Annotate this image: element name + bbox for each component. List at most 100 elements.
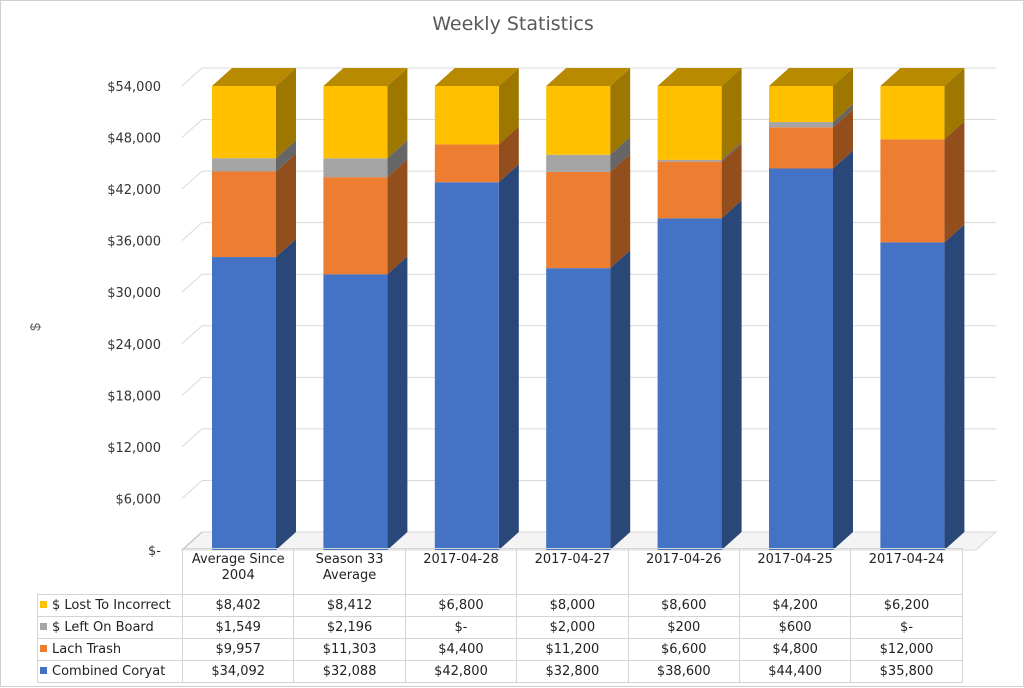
bar-lach-trash xyxy=(323,177,388,275)
data-label: $44,400 xyxy=(738,660,852,683)
bar-top-cap xyxy=(657,68,742,86)
y-tick-label: $42,000 xyxy=(107,183,161,198)
data-label: $12,000 xyxy=(850,638,963,661)
data-label: $- xyxy=(404,616,518,639)
bar-top-cap xyxy=(880,68,965,86)
table-corner xyxy=(37,548,183,595)
axis-edge xyxy=(181,531,203,551)
data-label: $2,196 xyxy=(293,616,406,639)
legend-entry: $ Lost To Incorrect xyxy=(37,594,183,617)
legend-key xyxy=(40,601,47,608)
data-label: $11,303 xyxy=(293,638,406,661)
legend-key xyxy=(40,667,47,674)
bar-left-on-board xyxy=(657,159,722,162)
bar-lost-to-incorrect xyxy=(434,86,499,145)
bar-side-lost-to-incorrect xyxy=(721,68,742,160)
bar-side-combined-coryat xyxy=(944,224,965,550)
bar-side-lost-to-incorrect xyxy=(387,68,408,159)
bar-side-lost-to-incorrect xyxy=(833,68,853,123)
bar-side-left-on-board xyxy=(833,104,853,128)
bar-combined-coryat xyxy=(323,274,388,550)
bar-left-on-board xyxy=(769,122,833,128)
bar-top-cap xyxy=(546,68,631,86)
bar-lost-to-incorrect xyxy=(212,86,276,159)
bar-combined-coryat xyxy=(769,168,833,550)
x-category-label: 2017-04-24 xyxy=(850,548,963,595)
bar-side-lach-trash xyxy=(498,126,519,183)
bar-side-combined-coryat xyxy=(276,239,296,550)
bar-lost-to-incorrect xyxy=(546,86,611,155)
y-tick-label: $12,000 xyxy=(107,441,161,456)
legend-key xyxy=(40,623,47,630)
series-name: Lach Trash xyxy=(52,642,122,657)
bar-side-combined-coryat xyxy=(833,150,853,550)
chart-title: Weekly Statistics xyxy=(432,13,594,35)
data-label: $6,200 xyxy=(850,594,963,617)
series-name: $ Lost To Incorrect xyxy=(52,598,171,613)
data-table: Average Since 2004 Season 33 Average 2017-… xyxy=(37,548,963,683)
data-label: $1,549 xyxy=(181,616,295,639)
legend-entry: $ Left On Board xyxy=(37,616,183,639)
data-label: $8,000 xyxy=(516,594,629,617)
bar-left-on-board xyxy=(212,158,276,172)
bar-lach-trash xyxy=(212,171,276,258)
data-label: $9,957 xyxy=(181,638,295,661)
x-category-label: 2017-04-26 xyxy=(627,548,740,595)
bar-side-combined-coryat xyxy=(498,164,519,550)
bar-side-lost-to-incorrect xyxy=(610,68,631,155)
x-category-label: 2017-04-28 xyxy=(404,548,518,595)
bar-side-lach-trash xyxy=(833,109,853,169)
bar-side-lach-trash xyxy=(610,153,631,269)
bar-side-left-on-board xyxy=(610,136,631,172)
bar-side-lach-trash xyxy=(387,159,408,275)
bar-combined-coryat xyxy=(880,242,945,550)
data-label: $600 xyxy=(738,616,852,639)
legend-entry: Combined Coryat xyxy=(37,660,183,683)
series-name: Combined Coryat xyxy=(52,664,166,679)
bar-side-combined-coryat xyxy=(721,200,742,550)
bar-lach-trash xyxy=(769,127,833,169)
bar-top-cap xyxy=(323,68,408,87)
data-label: $4,400 xyxy=(404,638,518,661)
legend-entry: Lach Trash xyxy=(37,638,183,661)
table-row: $ Left On Board $1,549 $2,196 $- $2,000 $200 $… xyxy=(37,616,963,639)
bar-lach-trash xyxy=(546,171,611,269)
data-label: $200 xyxy=(627,616,740,639)
series-name: $ Left On Board xyxy=(52,620,154,635)
data-label: $8,412 xyxy=(293,594,406,617)
bar-side-lach-trash xyxy=(276,153,296,258)
data-label: $32,088 xyxy=(293,660,406,683)
bar-lach-trash xyxy=(434,144,499,183)
bar-side-lost-to-incorrect xyxy=(276,68,296,159)
y-tick-label: $54,000 xyxy=(107,80,161,95)
data-label: $6,800 xyxy=(404,594,518,617)
bar-side-combined-coryat xyxy=(387,256,408,550)
table-row: Lach Trash $9,957 $11,303 $4,400 $11,200 $6,6… xyxy=(37,638,963,661)
bar-top-cap xyxy=(212,68,296,86)
data-label: $32,800 xyxy=(516,660,629,683)
data-label: $11,200 xyxy=(516,638,629,661)
table-row: $ Lost To Incorrect $8,402 $8,412 $6,800 $8,… xyxy=(37,594,963,617)
data-label: $35,800 xyxy=(850,660,963,683)
data-label: $2,000 xyxy=(516,616,629,639)
x-category-label: 2017-04-25 xyxy=(738,548,852,595)
data-label: $8,600 xyxy=(627,594,740,617)
bar-combined-coryat xyxy=(546,268,611,550)
data-label: $38,600 xyxy=(627,660,740,683)
x-category-label: Average Since 2004 xyxy=(181,548,295,595)
bar-side-lost-to-incorrect xyxy=(498,68,519,145)
data-label: $- xyxy=(850,616,963,639)
bar-left-on-board xyxy=(546,154,611,172)
bar-lach-trash xyxy=(880,139,945,243)
x-category-label: Season 33 Average xyxy=(293,548,406,595)
table-row: Combined Coryat $34,092 $32,088 $42,800 $32,… xyxy=(37,660,963,683)
bar-lost-to-incorrect xyxy=(657,86,722,160)
data-label: $4,200 xyxy=(738,594,852,617)
data-label: $34,092 xyxy=(181,660,295,683)
bar-side-lach-trash xyxy=(721,143,742,219)
bar-lach-trash xyxy=(657,161,722,219)
y-tick-label: $30,000 xyxy=(107,286,161,301)
bar-side-lach-trash xyxy=(944,121,965,243)
x-category-label: 2017-04-27 xyxy=(516,548,629,595)
